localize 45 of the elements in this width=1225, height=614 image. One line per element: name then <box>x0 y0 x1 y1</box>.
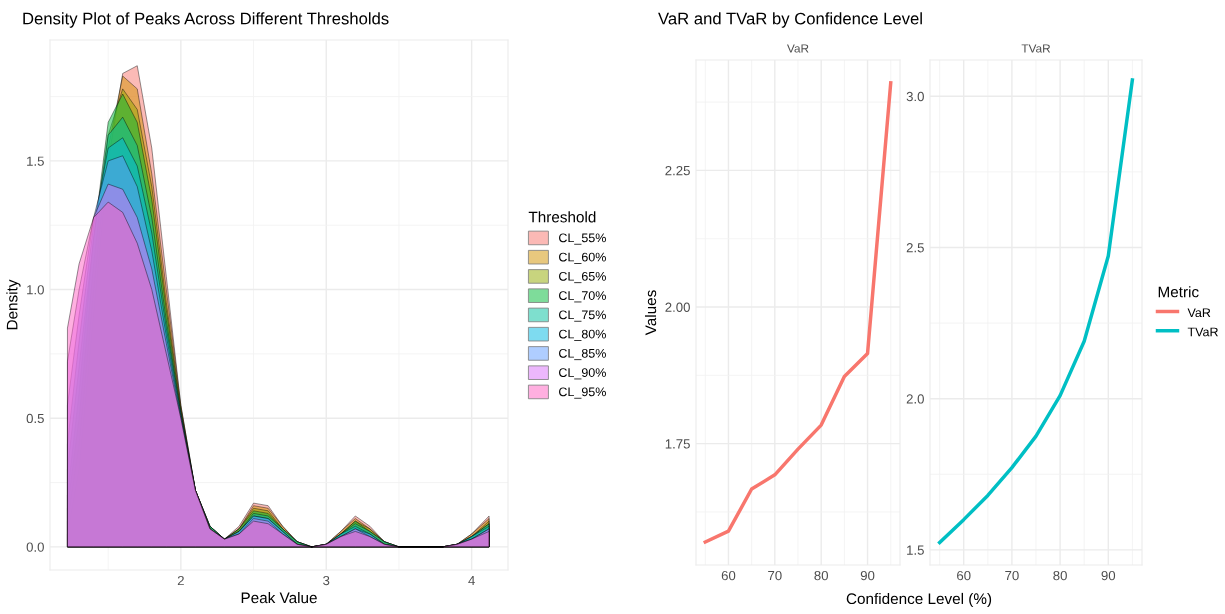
y-tick-label: 1.5 <box>27 156 44 166</box>
legend-label: CL_70% <box>559 291 606 303</box>
y-tick-label: 0.5 <box>26 413 44 424</box>
chart-subtitle: VaR <box>787 44 809 53</box>
legend-label: CL_95% <box>559 387 606 399</box>
legend-title: Metric <box>1158 286 1199 298</box>
legend-label: VaR <box>1187 308 1211 318</box>
y-tick-label: 2.25 <box>665 165 690 176</box>
chart-subtitle: TVaR <box>1021 44 1051 53</box>
legend-label: CL_60% <box>559 252 606 264</box>
x-tick-label: 60 <box>957 570 971 581</box>
x-tick-label: 70 <box>768 570 782 581</box>
y-tick-label: 2.0 <box>906 394 924 404</box>
y-tick-label: 1.5 <box>907 545 924 555</box>
x-tick-label: 80 <box>1053 570 1067 581</box>
x-axis-title: Peak Value <box>241 592 317 604</box>
legend-label: CL_85% <box>559 348 606 361</box>
x-axis-title: Confidence Level (%) <box>846 592 992 608</box>
legend-title: Threshold <box>528 211 596 223</box>
legend-label: TVaR <box>1187 327 1218 337</box>
x-tick-label: 2 <box>177 575 184 586</box>
y-tick-label: 1.75 <box>665 439 690 449</box>
y-axis-title: Values <box>644 290 657 336</box>
y-tick-label: 0.0 <box>26 542 44 552</box>
y-tick-label: 2.00 <box>665 302 690 312</box>
legend-label: CL_55% <box>559 233 606 245</box>
line-series <box>937 78 1135 545</box>
y-axis-title: Density <box>6 279 21 330</box>
legend-label: CL_80% <box>559 329 606 341</box>
y-tick-label: 3.0 <box>906 91 924 102</box>
line-series <box>703 81 893 544</box>
x-tick-label: 80 <box>814 570 828 581</box>
x-tick-label: 60 <box>721 570 736 581</box>
x-tick-label: 90 <box>1101 570 1116 581</box>
x-tick-label: 70 <box>1005 570 1019 581</box>
chart-title: VaR and TVaR by Confidence Level <box>658 12 922 28</box>
y-tick-label: 1.0 <box>27 285 44 295</box>
x-tick-label: 3 <box>323 575 330 586</box>
chart-title: Density Plot of Peaks Across Different Thresholds <box>23 12 389 28</box>
x-tick-label: 4 <box>468 576 475 586</box>
legend-label: CL_90% <box>559 368 606 380</box>
y-tick-label: 2.5 <box>906 243 924 253</box>
x-tick-label: 90 <box>860 570 875 581</box>
legend-label: CL_75% <box>559 310 606 322</box>
legend-label: CL_65% <box>559 271 606 284</box>
